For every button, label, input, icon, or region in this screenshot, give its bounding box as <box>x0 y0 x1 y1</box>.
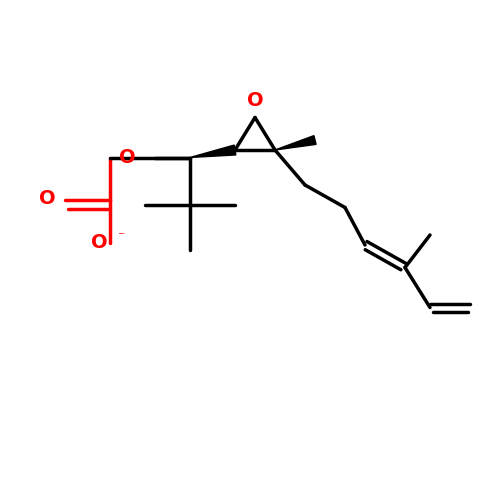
Polygon shape <box>190 145 236 158</box>
Text: ⁻: ⁻ <box>118 230 125 244</box>
Text: O: O <box>40 190 56 208</box>
Text: O: O <box>119 148 136 167</box>
Polygon shape <box>275 136 316 150</box>
Text: O: O <box>246 91 264 110</box>
Text: O: O <box>91 233 108 252</box>
